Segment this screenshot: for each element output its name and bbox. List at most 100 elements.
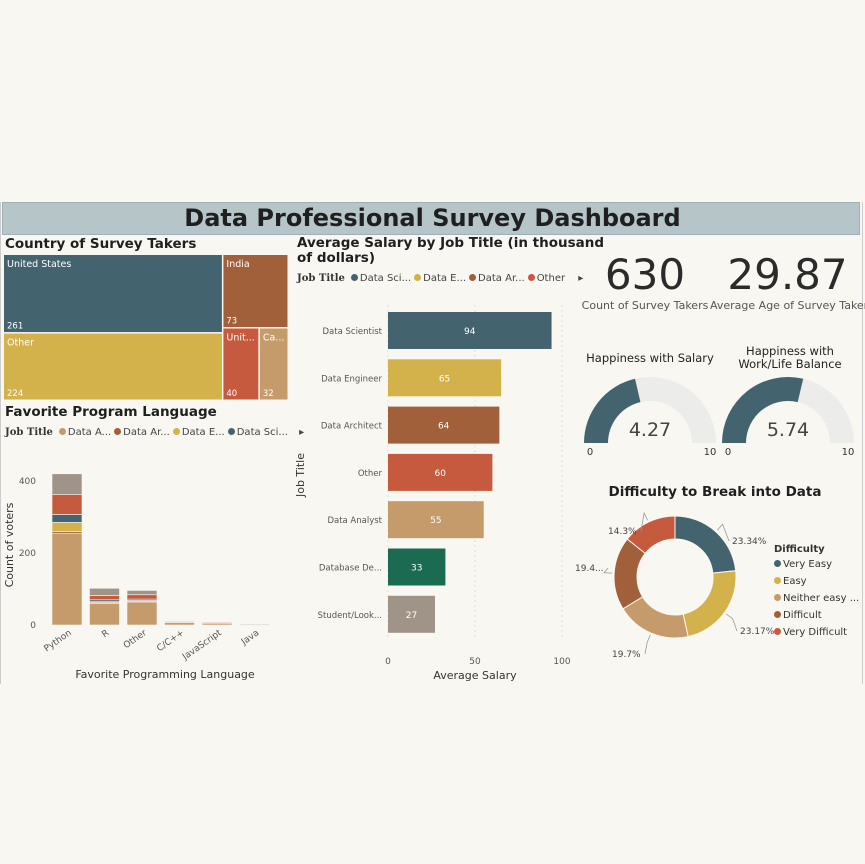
salary-legend-next-icon[interactable]: ▸	[578, 273, 584, 284]
salary-title-line1: Average Salary by Job Title (in thousand	[297, 235, 605, 251]
salary-legend-item-3[interactable]: Other	[525, 273, 565, 284]
salary-bar-value-label: 94	[464, 327, 476, 337]
language-legend-label: Data Sci...	[236, 427, 288, 438]
salary-bar-data-engineer	[388, 359, 502, 397]
salary-bar-value-label: 55	[430, 516, 441, 526]
donut-leader-line	[725, 613, 738, 632]
language-bar-other-other	[126, 594, 158, 600]
salary-bar-value-label: 65	[439, 374, 450, 384]
salary-bar-value-label: 33	[411, 564, 422, 574]
salary-bar-value-label: 27	[406, 611, 417, 621]
salary-chart: 0 50 100 94 Data Scientist 65 Data Engineer 64 D…	[294, 305, 571, 682]
difficulty-legend-label: Easy	[783, 576, 807, 587]
difficulty-legend-label: Difficult	[783, 610, 822, 621]
language-legend-label: Data E...	[181, 427, 225, 438]
treemap-title: Country of Survey Takers	[5, 236, 197, 252]
salary-bar-other	[388, 453, 493, 491]
salary-bar-data-architect	[388, 406, 500, 444]
treemap-tile-value: 261	[7, 322, 23, 332]
gauge-salary-title-line1: Happiness with Salary	[586, 351, 714, 365]
difficulty-legend-dot-icon	[774, 577, 781, 584]
language-bar-python-other	[51, 494, 83, 515]
gauge-balance-title-line1: Happiness with	[746, 344, 834, 358]
salary-title-line2: of dollars)	[297, 250, 376, 266]
donut-leader-line	[603, 567, 613, 574]
difficulty-legend: Difficulty Very Easy Easy Neither easy ...…	[774, 543, 859, 641]
language-bar-java-student-look	[239, 623, 270, 626]
language-bar-python-data-e	[51, 522, 83, 532]
language-bar-r-data-a	[89, 603, 120, 626]
difficulty-legend-item-very-difficult[interactable]: Very Difficult	[774, 624, 859, 641]
salary-legend-item-1[interactable]: Data E...	[411, 273, 466, 284]
language-xtick-label: C/C++	[155, 628, 186, 654]
treemap-tile-label: United States	[7, 259, 71, 270]
treemap-tile-ca	[259, 328, 288, 400]
header-banner	[2, 202, 860, 235]
salary-legend-label: Job Title	[297, 273, 345, 284]
dashboard-title: Data Professional Survey Dashboard	[184, 204, 681, 232]
language-legend-label: Job Title	[5, 427, 53, 438]
language-title: Favorite Program Language	[5, 404, 217, 420]
language-legend-item-2[interactable]: Data E...	[170, 427, 225, 438]
salary-ylabel: Job Title	[294, 453, 307, 498]
salary-xtick-label: 50	[469, 657, 481, 667]
language-xtick-label: Java	[239, 628, 261, 648]
treemap-tile-label: Other	[7, 338, 34, 349]
treemap-tile-value: 73	[226, 317, 237, 327]
salary-legend-item-0[interactable]: Data Sci...	[348, 273, 411, 284]
salary-legend-item-2[interactable]: Data Ar...	[466, 273, 525, 284]
language-bar-c-c-student-look	[164, 620, 195, 623]
salary-category-label: Student/Look...	[318, 611, 382, 621]
kpi-count-label: Count of Survey Takers	[581, 299, 709, 312]
gauge-min-label: 0	[725, 447, 731, 458]
gauges: 4.27 0 10 5.74 0 10	[584, 377, 855, 458]
language-bar-python-student-look	[51, 473, 83, 495]
language-legend-next-icon[interactable]: ▸	[299, 427, 305, 438]
difficulty-legend-item-easy[interactable]: Easy	[774, 573, 859, 590]
salary-bar-student-look	[388, 595, 435, 633]
salary-xtick-label: 0	[385, 657, 391, 667]
salary-category-label: Data Analyst	[327, 516, 382, 526]
language-bar-python-data-a	[51, 532, 83, 626]
treemap-tile-value: 224	[7, 389, 23, 399]
language-xtick-label: Other	[122, 628, 149, 651]
language-legend-item-0[interactable]: Data A...	[56, 427, 111, 438]
language-legend-item-3[interactable]: Data Sci...	[225, 427, 288, 438]
treemap-tile-value: 40	[226, 389, 237, 399]
country-treemap: United States 261 Other 224 India 73 Unit... 40…	[4, 255, 288, 400]
salary-legend-dot-icon	[350, 274, 358, 281]
language-legend: Job Title Data A... Data Ar... Data E... Dat…	[5, 427, 304, 438]
language-bar-python-data-sci	[51, 514, 83, 523]
language-bar-r-other	[89, 595, 120, 601]
language-legend-item-1[interactable]: Data Ar...	[111, 427, 170, 438]
language-xlabel: Favorite Programming Language	[75, 668, 255, 681]
salary-xlabel: Average Salary	[433, 669, 517, 682]
salary-legend-dot-icon	[527, 274, 535, 281]
salary-category-label: Database De...	[319, 564, 382, 574]
language-bar-r-student-look	[89, 587, 120, 596]
frame-left-border	[0, 202, 1, 684]
difficulty-legend-item-neither-easy[interactable]: Neither easy ...	[774, 590, 859, 607]
donut-slice-very-difficult	[626, 515, 676, 555]
salary-bar-database-de	[388, 548, 446, 586]
donut-leader-line	[716, 523, 730, 542]
donut-value-label: 23.34%	[732, 537, 767, 547]
salary-legend-dot-icon	[414, 274, 422, 281]
difficulty-legend-item-very-easy[interactable]: Very Easy	[774, 556, 859, 573]
language-legend-label: Data A...	[67, 427, 112, 438]
donut-value-label: 19.4...	[575, 564, 604, 574]
salary-bar-data-scientist	[388, 312, 552, 349]
gauge-salary-title: Happiness with Salary	[580, 351, 720, 365]
treemap-tile-label: Ca...	[263, 333, 285, 344]
gauge-fill	[584, 378, 641, 443]
difficulty-legend-dot-icon	[774, 611, 781, 618]
language-ylabel: Count of voters	[3, 502, 16, 587]
salary-category-label: Other	[358, 469, 383, 479]
treemap-tile-label: Unit...	[226, 333, 254, 344]
salary-legend-dot-icon	[469, 274, 477, 281]
language-ytick-label: 0	[30, 621, 36, 631]
difficulty-legend-item-difficult[interactable]: Difficult	[774, 607, 859, 624]
salary-legend-label: Other	[536, 273, 566, 284]
gauge-max-label: 10	[842, 447, 855, 458]
